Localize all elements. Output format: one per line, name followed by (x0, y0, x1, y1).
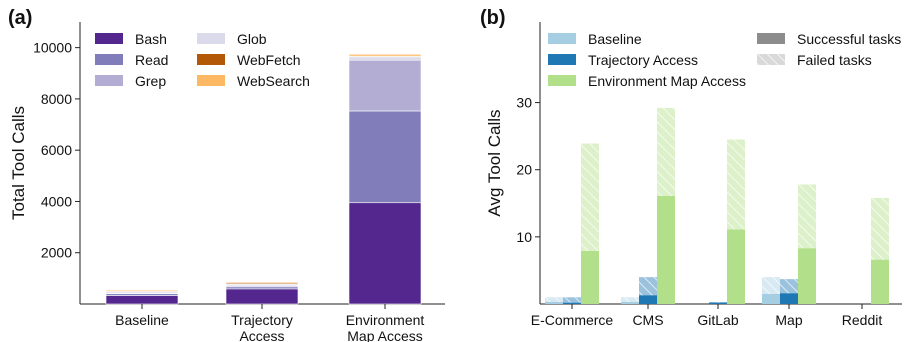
legend-swatch-glob (197, 33, 225, 44)
bar-failed-hatch-baseline-e-commerce (545, 297, 563, 302)
bar-failed-hatch-trajectory-access-e-commerce (563, 297, 581, 303)
legend-swatch-successful-tasks (757, 33, 785, 44)
y-tick-label: 4000 (41, 193, 72, 209)
y-tick-label: 10000 (33, 40, 72, 56)
legend-swatch-grep (95, 75, 123, 86)
bar-failed-hatch-environment-map-access-reddit (871, 197, 889, 260)
legend-label-failed-tasks: Failed tasks (797, 52, 872, 68)
bar-failed-hatch-baseline-cms (621, 297, 639, 302)
bar-read-environment-map-access (348, 110, 422, 204)
bar-successful-environment-map-access-reddit (871, 259, 889, 304)
legend-swatch-read (95, 54, 123, 65)
legend-label-trajectory-access: Trajectory Access (588, 52, 698, 68)
y-tick-label: 10 (516, 229, 532, 245)
bar-successful-environment-map-access-map (798, 248, 816, 304)
legend-swatch-hatch-failed-tasks (757, 54, 785, 65)
bar-failed-hatch-trajectory-access-map (780, 279, 798, 294)
bar-failed-hatch-trajectory-access-cms (639, 277, 657, 296)
x-tick-label: Baseline (115, 312, 169, 328)
x-tick-label: Access (239, 328, 284, 342)
bar-successful-trajectory-access-cms (639, 295, 657, 304)
x-tick-label: Reddit (842, 312, 883, 328)
legend-swatch-trajectory-access (548, 54, 576, 65)
x-tick-label: Map Access (347, 328, 422, 342)
bar-successful-trajectory-access-map (780, 293, 798, 304)
legend-swatch-websearch (197, 75, 225, 86)
bar-bash-baseline (105, 295, 179, 305)
x-tick-label: GitLab (697, 312, 738, 328)
panel-a-stacked-bar-chart: 2000 4000 6000 8000 10000 Total Tool Calls Bas… (9, 22, 445, 342)
legend-label-baseline: Baseline (588, 31, 642, 47)
panel-a-label: (a) (8, 7, 32, 29)
x-tick-label: Map (775, 312, 802, 328)
bar-successful-trajectory-access-e-commerce (563, 302, 581, 304)
bar-websearch-environment-map-access (348, 54, 422, 57)
panel-b-grouped-bar-chart: 10 20 30 Avg Tool Calls E-Commerce CMS GitLab M… (485, 22, 902, 328)
bar-successful-baseline-map (762, 293, 780, 304)
bar-bash-trajectory-access (225, 288, 299, 305)
panel-b-label: (b) (480, 7, 506, 29)
legend-label-webfetch: WebFetch (237, 52, 301, 68)
bar-successful-environment-map-access-gitlab (727, 229, 745, 304)
bar-failed-hatch-environment-map-access-e-commerce (581, 143, 599, 251)
bar-failed-hatch-baseline-map (762, 277, 780, 294)
bar-glob-environment-map-access (348, 56, 422, 61)
bar-successful-environment-map-access-cms (657, 195, 675, 304)
legend-label-environment-map-access: Environment Map Access (588, 73, 746, 89)
bar-successful-trajectory-access-gitlab (709, 302, 727, 304)
bar-successful-baseline-cms (621, 301, 639, 304)
bar-successful-baseline-e-commerce (545, 301, 563, 304)
bar-read-trajectory-access (225, 286, 299, 290)
bar-websearch-baseline (105, 289, 179, 292)
y-axis-title: Avg Tool Calls (485, 109, 504, 216)
y-tick-label: 6000 (41, 142, 72, 158)
legend-label-read: Read (135, 52, 168, 68)
bar-successful-environment-map-access-e-commerce (581, 250, 599, 304)
y-tick-label: 20 (516, 162, 532, 178)
y-tick-label: 8000 (41, 91, 72, 107)
legend-label-websearch: WebSearch (237, 73, 310, 89)
y-axis-title: Total Tool Calls (9, 106, 28, 220)
bar-failed-hatch-environment-map-access-map (798, 184, 816, 249)
legend-swatch-webfetch (197, 54, 225, 65)
bar-failed-hatch-environment-map-access-gitlab (727, 139, 745, 230)
bar-grep-environment-map-access (348, 59, 422, 112)
bar-failed-hatch-trajectory-access-gitlab (709, 301, 727, 303)
legend-label-successful-tasks: Successful tasks (797, 31, 901, 47)
x-tick-label: Trajectory (231, 312, 293, 328)
x-tick-label: E-Commerce (531, 312, 614, 328)
bar-bash-environment-map-access (348, 202, 422, 305)
legend-swatch-baseline (548, 33, 576, 44)
legend-label-bash: Bash (135, 31, 167, 47)
legend-label-glob: Glob (237, 31, 267, 47)
y-tick-label: 2000 (41, 245, 72, 261)
x-tick-label: Environment (346, 312, 425, 328)
legend-swatch-bash (95, 33, 123, 44)
legend-label-grep: Grep (135, 73, 166, 89)
y-tick-label: 30 (516, 95, 532, 111)
bar-websearch-trajectory-access (225, 281, 299, 284)
x-tick-label: CMS (632, 312, 663, 328)
bar-failed-hatch-environment-map-access-cms (657, 107, 675, 196)
legend-swatch-environment-map-access (548, 75, 576, 86)
